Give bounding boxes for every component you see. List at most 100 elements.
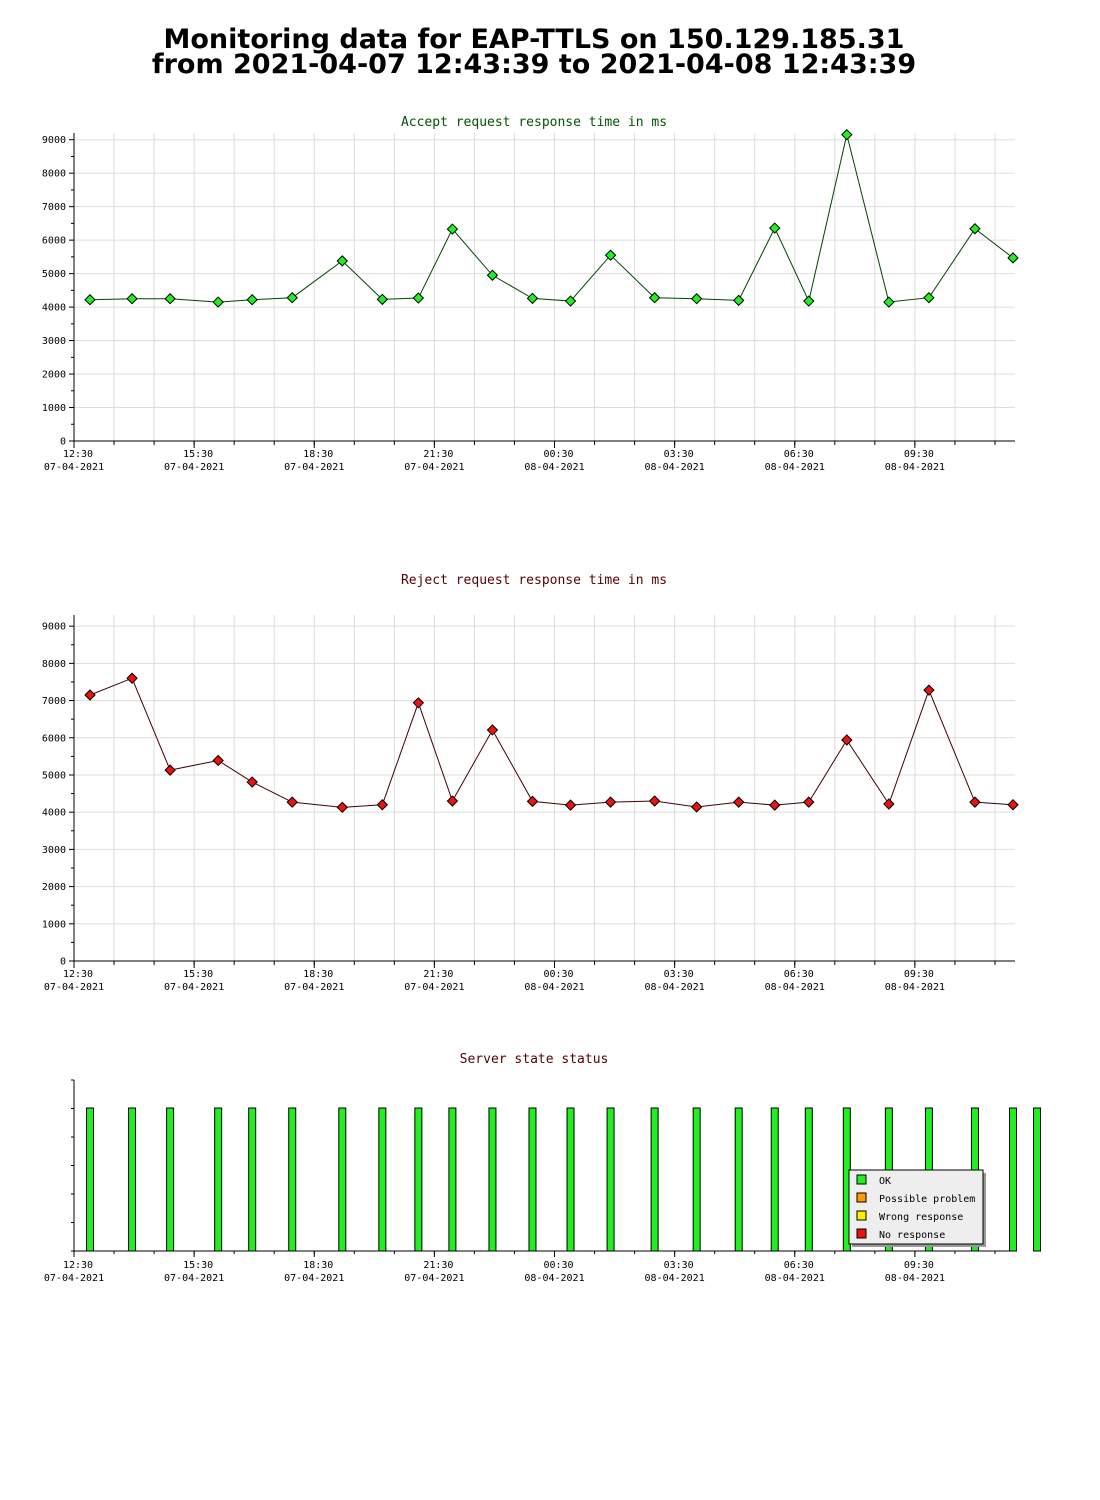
y-tick-label: 7000 (42, 696, 66, 707)
accept-data-point (412, 292, 425, 304)
reject-data-point (164, 764, 176, 776)
accept-data-point (604, 249, 617, 261)
accept-data-point (246, 294, 258, 306)
status-bar (606, 1107, 615, 1252)
x-tick-label-time: 09:30 (904, 449, 934, 460)
x-tick-label-date: 08-04-2021 (885, 1273, 945, 1284)
reject-data-point (486, 724, 499, 736)
x-tick-label-time: 21:30 (423, 969, 453, 980)
accept-data-point (969, 223, 981, 235)
accept-data-point (1007, 252, 1019, 264)
status-bar (338, 1107, 347, 1252)
legend-label: Wrong response (879, 1212, 963, 1223)
y-tick-label: 4000 (42, 808, 66, 819)
x-tick-label-time: 06:30 (784, 1260, 814, 1271)
y-tick-label: 6000 (42, 733, 66, 744)
x-tick-label-time: 18:30 (303, 449, 333, 460)
reject-data-point (803, 796, 815, 808)
reject-data-point (526, 795, 539, 808)
accept-chart-title: Accept request response time in ms (401, 115, 667, 130)
accept-data-point (883, 296, 895, 308)
y-tick-label: 2000 (42, 370, 66, 381)
x-tick-label-time: 12:30 (63, 1260, 93, 1271)
status-bar (488, 1107, 497, 1252)
x-tick-label-time: 03:30 (664, 1260, 694, 1271)
reject-data-point (883, 798, 895, 810)
legend-swatch (856, 1192, 867, 1203)
accept-data-point (336, 255, 348, 267)
accept-data-point (126, 293, 138, 305)
x-tick-label-time: 09:30 (904, 969, 934, 980)
reject-data-point (84, 689, 96, 701)
accept-response-chart: Accept request response time in ms 0 1000 2… (42, 115, 1019, 473)
reject-data-point (336, 801, 348, 814)
legend-swatch (856, 1210, 867, 1221)
x-tick-label-date: 07-04-2021 (404, 462, 464, 473)
accept-data-point (164, 293, 176, 305)
x-tick-label-time: 18:30 (303, 1260, 333, 1271)
reject-data-point (923, 684, 935, 696)
x-tick-label-time: 21:30 (423, 449, 453, 460)
x-tick-label-date: 07-04-2021 (404, 982, 464, 993)
x-tick-label-date: 07-04-2021 (164, 1273, 224, 1284)
x-tick-label-time: 03:30 (664, 969, 694, 980)
y-tick-label: 5000 (42, 269, 66, 280)
x-tick-label-time: 06:30 (784, 449, 814, 460)
accept-data-point (648, 292, 661, 304)
x-tick-label-time: 21:30 (423, 1260, 453, 1271)
y-tick-label: 0 (60, 437, 66, 448)
accept-data-point (769, 222, 781, 234)
x-tick-label-date: 07-04-2021 (164, 982, 224, 993)
server-status-chart: Server state status 12:30 07-04-2021 15:30 0… (44, 1052, 1042, 1284)
accept-data-point (212, 296, 224, 308)
y-tick-label: 1000 (42, 403, 66, 414)
reject-data-point (769, 799, 781, 811)
y-tick-label: 2000 (42, 882, 66, 893)
status-bar (128, 1107, 137, 1252)
x-tick-label-date: 08-04-2021 (885, 462, 945, 473)
y-tick-label: 6000 (42, 236, 66, 247)
page-title-line-1: Monitoring data for EAP-TTLS on 150.129.… (163, 24, 905, 55)
status-bar (166, 1107, 175, 1252)
reject-data-point (1007, 799, 1019, 811)
accept-data-point (526, 292, 539, 305)
reject-data-point (564, 799, 577, 811)
accept-series-line (90, 134, 1014, 303)
x-tick-label-date: 07-04-2021 (44, 1273, 104, 1284)
status-bar (804, 1107, 813, 1252)
y-tick-label: 9000 (42, 622, 66, 633)
legend-label: No response (879, 1230, 945, 1241)
status-bar (1033, 1107, 1042, 1252)
x-tick-label-time: 09:30 (904, 1260, 934, 1271)
x-tick-label-time: 00:30 (543, 969, 573, 980)
y-tick-label: 0 (60, 957, 66, 968)
x-tick-label-time: 15:30 (183, 449, 213, 460)
y-tick-label: 7000 (42, 202, 66, 213)
status-bar (528, 1107, 537, 1252)
x-tick-label-time: 15:30 (183, 1260, 213, 1271)
y-tick-label: 3000 (42, 845, 66, 856)
x-tick-label-time: 06:30 (784, 969, 814, 980)
status-bar (248, 1107, 257, 1252)
accept-data-point (841, 128, 853, 141)
x-tick-label-time: 00:30 (543, 1260, 573, 1271)
x-tick-label-time: 00:30 (543, 449, 573, 460)
x-tick-label-time: 15:30 (183, 969, 213, 980)
reject-data-point (604, 796, 617, 808)
x-tick-label-date: 08-04-2021 (524, 1273, 584, 1284)
accept-data-point (84, 294, 96, 306)
x-tick-label-date: 08-04-2021 (885, 982, 945, 993)
status-bar (770, 1107, 779, 1252)
accept-data-point (732, 294, 745, 307)
reject-chart-title: Reject request response time in ms (401, 573, 667, 588)
status-bar (86, 1107, 95, 1252)
x-tick-label-date: 07-04-2021 (284, 462, 344, 473)
x-tick-label-date: 08-04-2021 (524, 982, 584, 993)
status-bar (288, 1107, 297, 1252)
status-bar (692, 1107, 701, 1252)
x-tick-label-time: 18:30 (303, 969, 333, 980)
status-bar (414, 1107, 423, 1252)
x-tick-label-date: 08-04-2021 (765, 982, 825, 993)
status-bar (214, 1107, 223, 1252)
status-bar (566, 1107, 575, 1252)
